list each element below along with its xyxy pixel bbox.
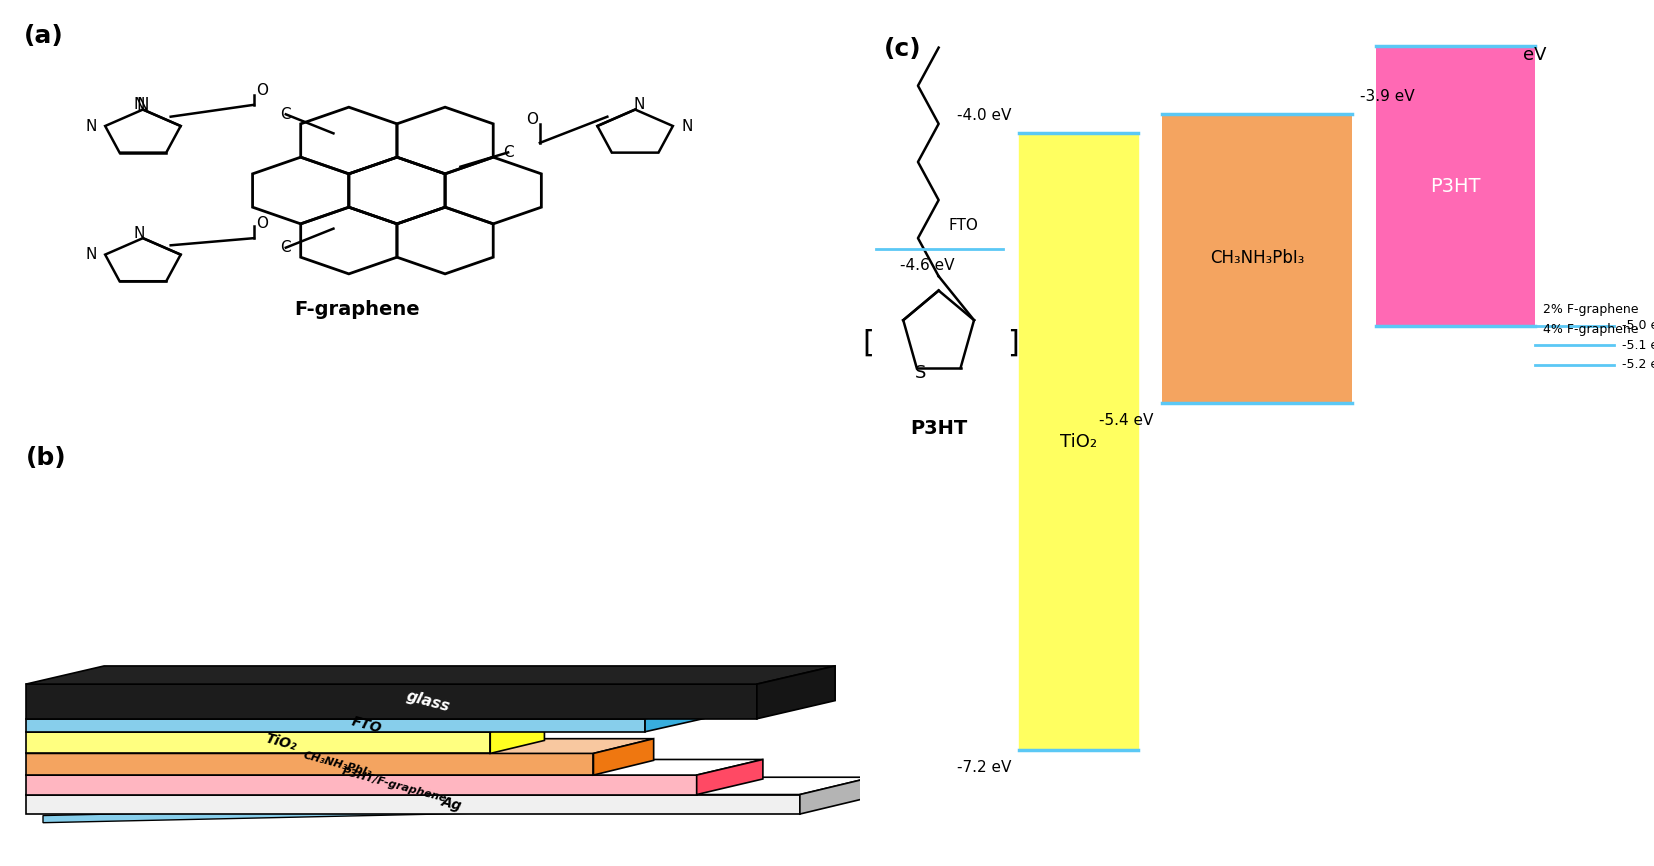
Text: 4% F-graphene: 4% F-graphene <box>1543 322 1639 336</box>
Text: -7.2 eV: -7.2 eV <box>956 760 1011 775</box>
Text: (b): (b) <box>26 446 66 470</box>
Polygon shape <box>26 775 696 795</box>
Text: n: n <box>1029 353 1039 371</box>
Text: -5.0 eV: -5.0 eV <box>1623 320 1654 333</box>
Text: TiO₂: TiO₂ <box>265 732 299 753</box>
Text: O: O <box>526 112 538 126</box>
Text: N: N <box>86 119 98 133</box>
Text: F-graphene: F-graphene <box>294 301 420 319</box>
Polygon shape <box>594 739 653 775</box>
Text: ]: ] <box>1007 328 1019 358</box>
Text: -3.9 eV: -3.9 eV <box>1360 89 1414 104</box>
Polygon shape <box>758 666 835 719</box>
Polygon shape <box>26 684 758 719</box>
Text: C: C <box>281 107 291 122</box>
Polygon shape <box>26 778 872 795</box>
Polygon shape <box>26 739 653 753</box>
Text: N: N <box>681 119 693 133</box>
Text: CH₃NH₃PbI₃: CH₃NH₃PbI₃ <box>1209 249 1305 268</box>
Text: (c): (c) <box>883 36 921 61</box>
Text: [: [ <box>862 328 875 358</box>
Text: C: C <box>281 240 291 255</box>
Polygon shape <box>26 732 490 753</box>
Text: CH₃NH₃PbI₃: CH₃NH₃PbI₃ <box>303 750 374 779</box>
Polygon shape <box>43 798 834 823</box>
Text: (a): (a) <box>23 24 63 48</box>
Text: Ag: Ag <box>440 795 463 814</box>
Text: -5.1 eV: -5.1 eV <box>1623 339 1654 352</box>
Text: C: C <box>503 145 513 160</box>
Text: O: O <box>256 216 268 231</box>
Polygon shape <box>801 778 872 814</box>
Polygon shape <box>696 759 762 795</box>
Text: glass: glass <box>404 688 452 714</box>
Text: P3HT: P3HT <box>910 419 968 438</box>
Text: -4.6 eV: -4.6 eV <box>900 258 954 274</box>
Text: FTO: FTO <box>948 218 978 233</box>
Text: -5.4 eV: -5.4 eV <box>1100 413 1154 428</box>
Bar <box>1019 133 1138 750</box>
Text: N: N <box>134 97 144 113</box>
Text: S: S <box>915 364 926 382</box>
Text: 2% F-graphene: 2% F-graphene <box>1543 303 1639 316</box>
Polygon shape <box>26 719 645 732</box>
Polygon shape <box>26 795 801 814</box>
Bar <box>1161 113 1353 403</box>
Text: O: O <box>256 83 268 98</box>
Bar <box>1376 46 1535 326</box>
Polygon shape <box>26 719 544 732</box>
Text: P3HT/F-graphene: P3HT/F-graphene <box>341 766 448 804</box>
Polygon shape <box>26 666 835 684</box>
Text: N: N <box>633 97 645 113</box>
Polygon shape <box>26 703 715 719</box>
Text: N: N <box>134 226 144 241</box>
Polygon shape <box>645 703 715 732</box>
Text: N: N <box>86 248 98 262</box>
Text: -5.2 eV: -5.2 eV <box>1623 358 1654 371</box>
Polygon shape <box>26 759 762 775</box>
Text: N: N <box>137 96 149 113</box>
Text: -4.0 eV: -4.0 eV <box>956 108 1011 124</box>
Text: TiO₂: TiO₂ <box>1060 433 1097 450</box>
Text: eV: eV <box>1523 46 1546 64</box>
Text: P3HT: P3HT <box>1431 177 1480 196</box>
Text: FTO: FTO <box>349 714 384 736</box>
Polygon shape <box>26 753 594 775</box>
Polygon shape <box>490 719 544 753</box>
